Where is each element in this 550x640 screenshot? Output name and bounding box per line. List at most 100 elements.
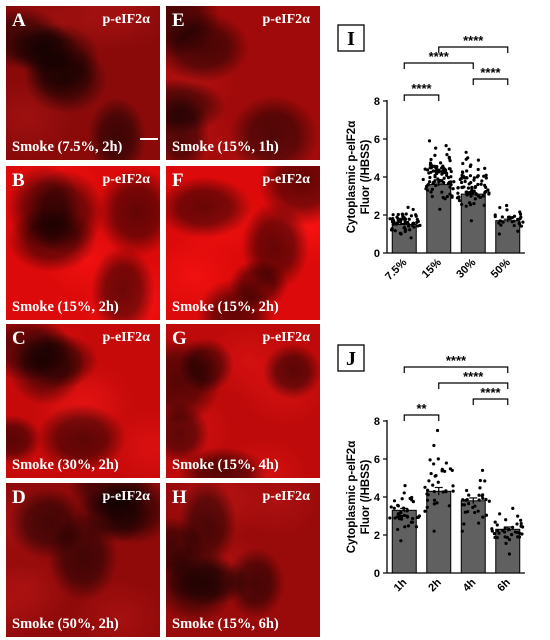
data-point [468, 164, 472, 169]
data-point [504, 541, 508, 545]
data-point [476, 158, 481, 162]
data-point [462, 185, 466, 189]
micrograph-image [166, 324, 320, 478]
data-point [425, 188, 430, 192]
data-point [510, 533, 514, 537]
data-point [433, 175, 437, 179]
data-point [451, 187, 455, 191]
panel-letter: A [12, 10, 26, 31]
data-point [426, 488, 430, 492]
data-point [461, 161, 465, 166]
data-point [459, 177, 463, 181]
data-point [429, 163, 433, 167]
data-point [499, 223, 503, 227]
significance-bracket [403, 94, 440, 101]
data-point [482, 174, 486, 178]
data-point [423, 167, 427, 171]
data-point [403, 220, 407, 224]
data-point [434, 164, 439, 169]
data-point [483, 166, 487, 170]
panel-label: I [347, 28, 355, 50]
data-point [507, 527, 511, 532]
stain-label: p-eIF2α [262, 489, 310, 504]
bar [495, 528, 521, 574]
data-point [516, 217, 520, 221]
data-point [442, 176, 446, 180]
y-tick-label: 8 [374, 96, 380, 108]
micrograph-panel-h: H p-eIF2α Smoke (15%, 6h) [166, 483, 320, 637]
data-point [399, 539, 403, 543]
data-point [441, 164, 445, 168]
data-point [474, 192, 478, 196]
data-point [425, 505, 429, 510]
data-point [403, 484, 407, 488]
data-point [443, 197, 447, 201]
data-point [521, 220, 525, 224]
significance-label: **** [446, 353, 467, 368]
x-tick-label: 6h [495, 576, 513, 594]
condition-label: Smoke (15%, 2h) [12, 299, 119, 315]
data-point [467, 182, 471, 186]
data-point [475, 175, 479, 179]
data-point [440, 190, 444, 194]
significance-label: ** [416, 401, 427, 416]
data-point [410, 495, 414, 500]
y-axis-label-line: Fluor (/HBSS) [360, 139, 372, 214]
data-point [493, 214, 497, 219]
significance-label: **** [463, 369, 484, 384]
data-point [403, 525, 407, 529]
data-point [444, 461, 448, 465]
data-point [501, 220, 505, 224]
data-point [423, 509, 427, 513]
data-point [519, 524, 523, 528]
data-point [429, 190, 433, 194]
micrograph-panel-d: D p-eIF2α Smoke (50%, 2h) [6, 483, 160, 637]
condition-label: Smoke (15%, 4h) [172, 457, 279, 473]
data-point [402, 225, 407, 230]
data-point [443, 167, 447, 171]
data-point [441, 490, 445, 494]
data-point [495, 536, 499, 540]
data-point [466, 510, 470, 514]
data-point [481, 515, 485, 519]
data-point [408, 228, 412, 232]
data-point [392, 506, 396, 510]
y-tick-label: 2 [374, 210, 380, 222]
data-point [435, 168, 439, 172]
data-point [462, 522, 466, 526]
scale-bar [140, 138, 158, 140]
data-point [472, 189, 476, 193]
chart-svg: I Cytoplasmic p-eIF2α Fluor (/HBSS) 0 2 4 6 8 7.… [337, 24, 525, 283]
data-point [447, 147, 451, 152]
data-point [457, 196, 461, 200]
data-point [481, 194, 485, 198]
data-point [428, 180, 432, 184]
data-point [487, 499, 491, 503]
micrograph-panel-f: F p-eIF2α Smoke (15%, 2h) [166, 166, 320, 320]
data-point [497, 531, 501, 535]
data-point [464, 150, 468, 154]
data-point [505, 535, 510, 540]
bar [426, 490, 452, 574]
data-point [473, 185, 478, 189]
data-point [409, 236, 413, 240]
data-point [435, 501, 439, 505]
data-point [466, 156, 470, 160]
micrograph-image [6, 483, 160, 637]
y-tick-label: 2 [374, 530, 380, 542]
data-point [440, 469, 444, 473]
data-point [516, 514, 520, 518]
data-point [496, 529, 500, 533]
data-point [483, 190, 487, 195]
bar-chart-j: J Cytoplasmic p-eIF2α Fluor (/HBSS) 0 2 4 6 8 1h… [326, 320, 550, 640]
data-point [396, 212, 400, 217]
data-point [450, 194, 454, 198]
data-point [434, 183, 438, 188]
data-point [519, 215, 523, 219]
y-axis-label-line: Cytoplasmic p-eIF2α [346, 441, 358, 554]
data-point [432, 529, 436, 533]
data-point [484, 173, 488, 177]
data-point [388, 217, 392, 221]
data-point [433, 153, 437, 157]
x-tick-label: 2h [426, 576, 444, 594]
